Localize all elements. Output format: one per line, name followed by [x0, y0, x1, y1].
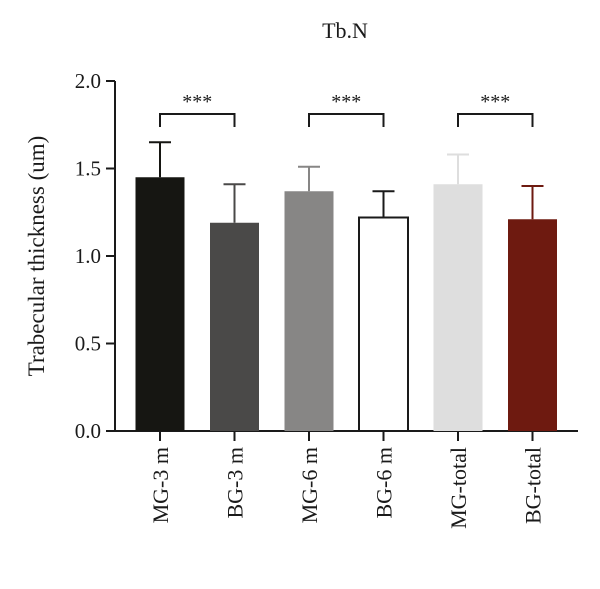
significance-label: ***	[331, 91, 361, 113]
bar	[358, 216, 409, 432]
bar	[508, 219, 557, 431]
y-tick-label: 0.0	[75, 419, 101, 443]
bar	[433, 184, 483, 431]
y-axis-label: Trabecular thickness (um)	[24, 136, 49, 377]
y-tick-label: 1.0	[75, 244, 101, 268]
plot-area: 0.0 0.5 1.0 1.5 2.0 MG-3 m BG-3 m MG-6 m BG-6 m M…	[75, 69, 578, 529]
bar	[210, 222, 259, 431]
significance-bracket	[457, 113, 534, 127]
significance-bracket	[308, 113, 385, 127]
significance-bracket	[159, 113, 236, 127]
significance-label: ***	[182, 91, 212, 113]
bar	[135, 177, 185, 431]
bar	[284, 191, 334, 431]
x-tick-label: MG-total	[446, 447, 471, 529]
chart-title: Tb.N	[322, 18, 368, 43]
significance-label: ***	[480, 91, 510, 113]
y-tick-label: 1.5	[75, 157, 101, 181]
y-tick-label: 2.0	[75, 69, 101, 93]
x-tick-label: MG-6 m	[297, 447, 322, 523]
x-tick-label: MG-3 m	[148, 447, 173, 523]
x-tick-label: BG-3 m	[223, 447, 248, 519]
x-tick-label: BG-6 m	[372, 447, 397, 519]
x-tick-label: BG-total	[521, 447, 546, 524]
y-tick-label: 0.5	[75, 332, 101, 356]
